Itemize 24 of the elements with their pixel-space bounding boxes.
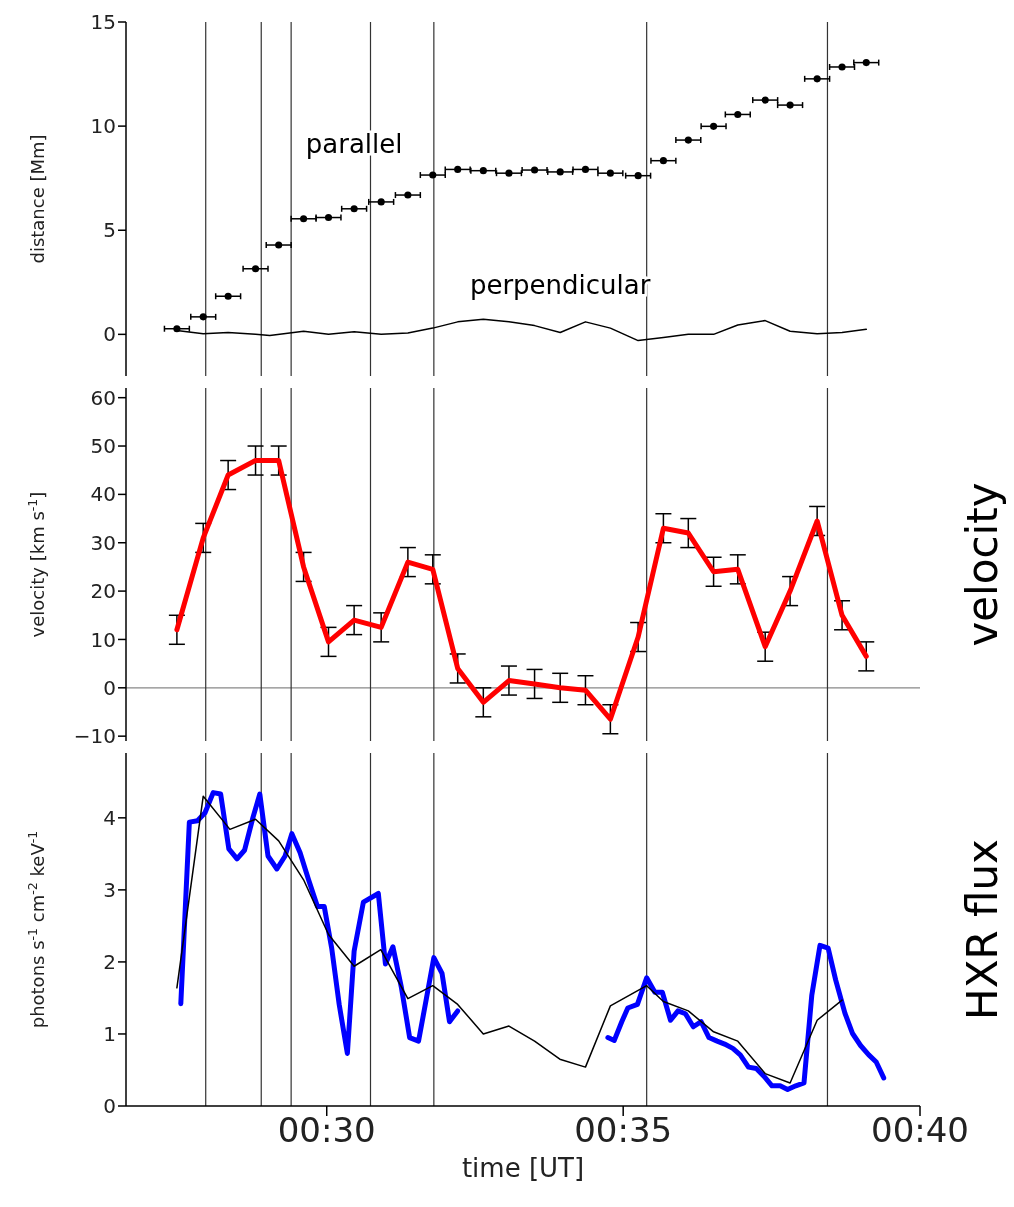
y-tick-label: 30 bbox=[90, 530, 116, 555]
x-tick-label: 00:30 bbox=[277, 1110, 376, 1151]
y2-axis-title: velocity bbox=[957, 482, 1007, 647]
y-tick-label: 10 bbox=[90, 114, 116, 139]
y-tick-label: 2 bbox=[103, 950, 116, 975]
y-tick-label: 4 bbox=[103, 805, 116, 830]
y-tick-label: 5 bbox=[103, 218, 116, 243]
y-tick-label: 0 bbox=[103, 322, 116, 347]
y-tick-label: 0 bbox=[103, 1094, 116, 1119]
y-tick-label: 3 bbox=[103, 877, 116, 902]
y2-axis-title: HXR flux bbox=[957, 839, 1007, 1020]
y-tick-label: 40 bbox=[90, 482, 116, 507]
y-tick-label: −10 bbox=[73, 724, 116, 749]
y-tick-label: 50 bbox=[90, 434, 116, 459]
x-axis-title: time [UT] bbox=[461, 1153, 585, 1183]
y-tick-label: 60 bbox=[90, 385, 116, 410]
y-tick-label: 10 bbox=[90, 627, 116, 652]
y-tick-label: 20 bbox=[90, 579, 116, 604]
y-tick-label: 1 bbox=[103, 1022, 116, 1047]
y-axis-title: distance [Mm] bbox=[27, 134, 48, 264]
y-tick-label: 0 bbox=[103, 675, 116, 700]
x-tick-label: 00:40 bbox=[871, 1110, 969, 1151]
x-tick-label: 00:35 bbox=[574, 1110, 673, 1151]
y-tick-label: 15 bbox=[90, 10, 116, 35]
